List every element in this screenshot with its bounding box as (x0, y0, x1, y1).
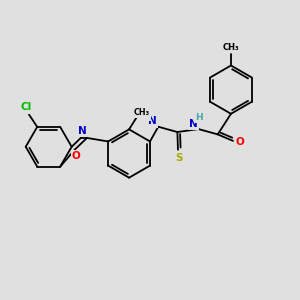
Text: S: S (175, 153, 182, 163)
Text: Cl: Cl (20, 102, 32, 112)
Text: O: O (235, 137, 244, 147)
Text: H: H (142, 111, 150, 120)
Text: H: H (195, 113, 203, 122)
Text: N: N (78, 126, 86, 136)
Text: N: N (189, 119, 198, 129)
Text: N: N (148, 116, 157, 126)
Text: CH₃: CH₃ (134, 108, 149, 117)
Text: O: O (72, 152, 81, 161)
Text: CH₃: CH₃ (223, 43, 239, 52)
